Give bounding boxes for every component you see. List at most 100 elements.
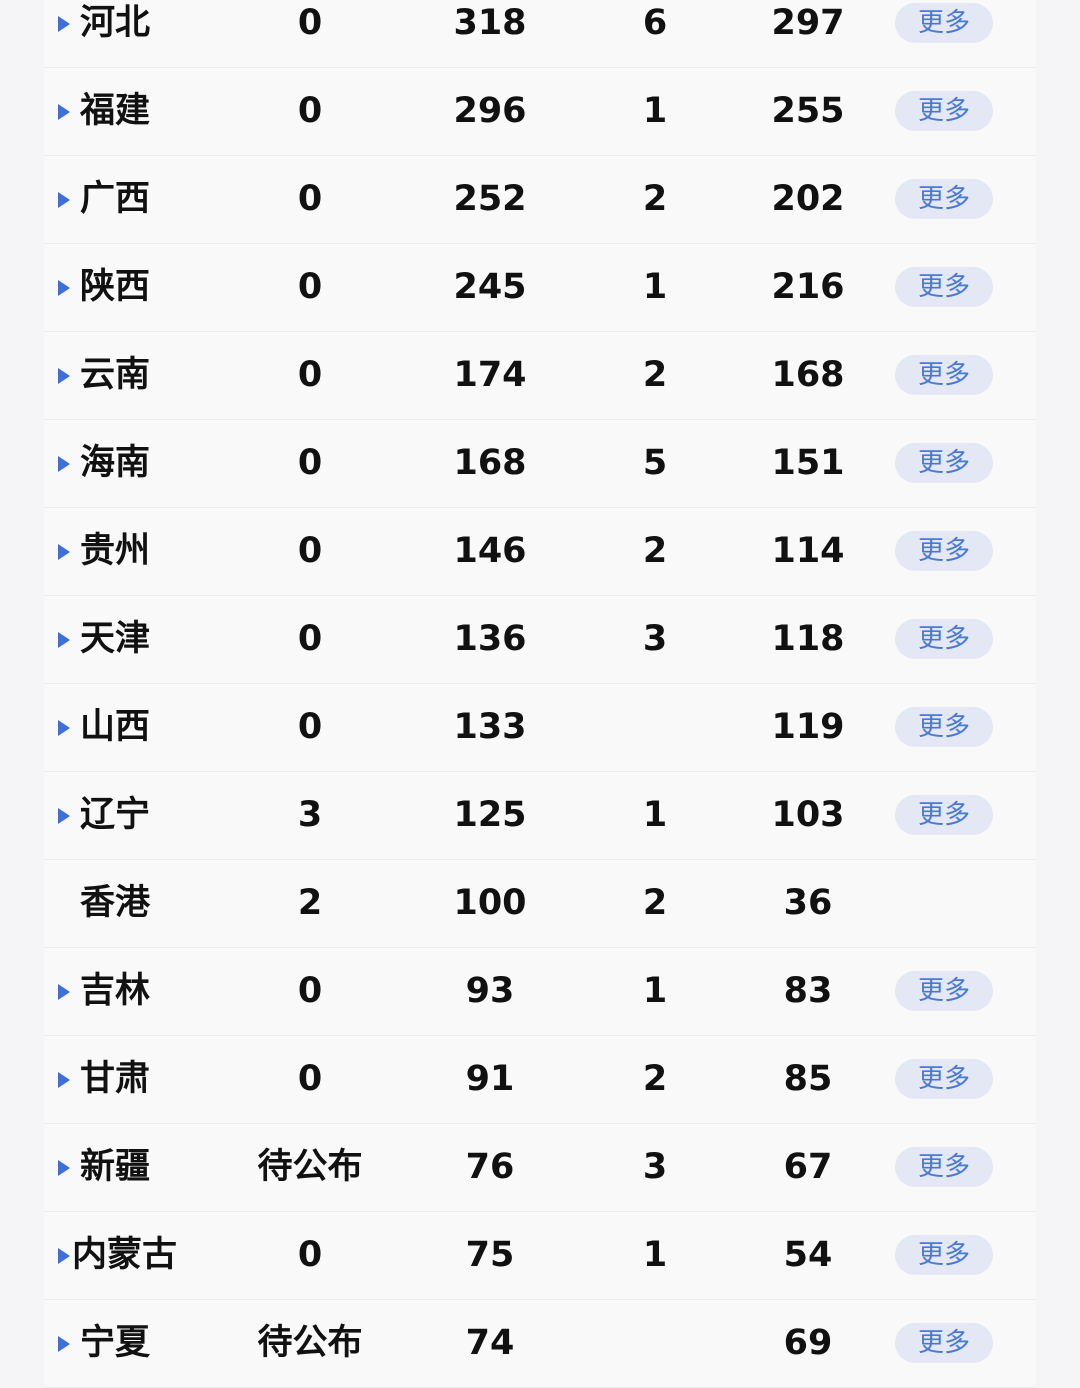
- expand-arrow-icon[interactable]: [58, 16, 70, 32]
- value-c4: 103: [771, 795, 845, 835]
- value-c4: 255: [771, 91, 845, 131]
- value-c3: 5: [642, 443, 668, 483]
- more-button[interactable]: 更多: [895, 179, 993, 219]
- value-c2: 146: [453, 531, 527, 571]
- expand-arrow-icon[interactable]: [58, 1336, 70, 1352]
- region-name: 天津: [80, 619, 151, 659]
- value-c3: 3: [642, 619, 668, 659]
- value-c3: 2: [642, 531, 668, 571]
- more-button[interactable]: 更多: [895, 91, 993, 131]
- value-c1: 待公布: [257, 1147, 363, 1187]
- more-button[interactable]: 更多: [895, 1323, 993, 1363]
- expand-arrow-icon[interactable]: [58, 368, 70, 384]
- table-row[interactable]: 天津 0 136 3 118 更多: [44, 596, 1036, 684]
- value-c4: 85: [783, 1059, 833, 1099]
- table-row[interactable]: 内蒙古 0 75 1 54 更多: [44, 1212, 1036, 1300]
- table-row[interactable]: 甘肃 0 91 2 85 更多: [44, 1036, 1036, 1124]
- table-row[interactable]: 吉林 0 93 1 83 更多: [44, 948, 1036, 1036]
- more-button[interactable]: 更多: [895, 1059, 993, 1099]
- expand-arrow-icon[interactable]: [58, 808, 70, 824]
- value-c2: 174: [453, 355, 527, 395]
- region-name: 新疆: [80, 1147, 151, 1187]
- value-c2: 76: [465, 1147, 515, 1187]
- value-c3: 2: [642, 883, 668, 923]
- value-c1: 0: [297, 1059, 323, 1099]
- more-button[interactable]: 更多: [895, 707, 993, 747]
- value-c1: 0: [297, 179, 323, 219]
- expand-arrow-icon[interactable]: [58, 280, 70, 296]
- value-c2: 91: [465, 1059, 515, 1099]
- expand-arrow-icon[interactable]: [58, 192, 70, 208]
- expand-arrow-icon[interactable]: [58, 544, 70, 560]
- value-c3: 2: [642, 355, 668, 395]
- more-button[interactable]: 更多: [895, 619, 993, 659]
- value-c2: 75: [465, 1235, 515, 1275]
- value-c4: 216: [771, 267, 845, 307]
- more-button[interactable]: 更多: [895, 443, 993, 483]
- table-row[interactable]: 山西 0 133 119 更多: [44, 684, 1036, 772]
- value-c4: 54: [783, 1235, 833, 1275]
- value-c1: 待公布: [257, 1323, 363, 1363]
- table-row[interactable]: 海南 0 168 5 151 更多: [44, 420, 1036, 508]
- value-c3: 2: [642, 179, 668, 219]
- more-button[interactable]: 更多: [895, 1147, 993, 1187]
- value-c2: 133: [453, 707, 527, 747]
- more-button[interactable]: 更多: [895, 355, 993, 395]
- value-c1: 0: [297, 267, 323, 307]
- region-name: 陕西: [80, 267, 151, 307]
- value-c1: 0: [297, 91, 323, 131]
- value-c4: 83: [783, 971, 833, 1011]
- region-name: 福建: [80, 91, 151, 131]
- table-row[interactable]: 云南 0 174 2 168 更多: [44, 332, 1036, 420]
- value-c4: 297: [771, 3, 845, 43]
- table-row[interactable]: 广西 0 252 2 202 更多: [44, 156, 1036, 244]
- expand-arrow-icon[interactable]: [58, 456, 70, 472]
- table-row[interactable]: 辽宁 3 125 1 103 更多: [44, 772, 1036, 860]
- value-c4: 67: [783, 1147, 833, 1187]
- table-row[interactable]: 福建 0 296 1 255 更多: [44, 68, 1036, 156]
- value-c4: 202: [771, 179, 845, 219]
- region-name: 河北: [80, 3, 151, 43]
- value-c2: 74: [465, 1323, 515, 1363]
- value-c4: 119: [771, 707, 845, 747]
- table-row[interactable]: 贵州 0 146 2 114 更多: [44, 508, 1036, 596]
- region-name: 云南: [80, 355, 151, 395]
- more-button[interactable]: 更多: [895, 3, 993, 43]
- more-button[interactable]: 更多: [895, 971, 993, 1011]
- region-name: 内蒙古: [72, 1235, 178, 1275]
- expand-arrow-icon[interactable]: [58, 720, 70, 736]
- expand-arrow-icon[interactable]: [58, 104, 70, 120]
- expand-arrow-icon[interactable]: [58, 1248, 70, 1264]
- value-c1: 0: [297, 3, 323, 43]
- more-button[interactable]: 更多: [895, 267, 993, 307]
- region-name: 甘肃: [80, 1059, 151, 1099]
- value-c2: 245: [453, 267, 527, 307]
- value-c1: 0: [297, 1235, 323, 1275]
- table-row[interactable]: 新疆 待公布 76 3 67 更多: [44, 1124, 1036, 1212]
- region-name: 吉林: [80, 971, 151, 1011]
- value-c2: 93: [465, 971, 515, 1011]
- more-button[interactable]: 更多: [895, 1235, 993, 1275]
- value-c3: [595, 1300, 715, 1387]
- value-c4: 36: [783, 883, 833, 923]
- value-c1: 0: [297, 355, 323, 395]
- value-c2: 168: [453, 443, 527, 483]
- expand-arrow-icon[interactable]: [58, 1160, 70, 1176]
- value-c4: 118: [771, 619, 845, 659]
- value-c4: 69: [783, 1323, 833, 1363]
- expand-arrow-icon[interactable]: [58, 1072, 70, 1088]
- table-row[interactable]: 宁夏 待公布 74 69 更多: [44, 1300, 1036, 1388]
- value-c2: 136: [453, 619, 527, 659]
- more-button[interactable]: 更多: [895, 795, 993, 835]
- value-c3: 1: [642, 1235, 668, 1275]
- table-row[interactable]: 河北 0 318 6 297 更多: [44, 0, 1036, 68]
- expand-arrow-icon[interactable]: [58, 984, 70, 1000]
- region-name: 山西: [80, 707, 151, 747]
- expand-arrow-icon[interactable]: [58, 632, 70, 648]
- value-c1: 2: [297, 883, 323, 923]
- value-c3: 1: [642, 267, 668, 307]
- value-c1: 3: [297, 795, 323, 835]
- more-button[interactable]: 更多: [895, 531, 993, 571]
- table-row[interactable]: 陕西 0 245 1 216 更多: [44, 244, 1036, 332]
- value-c4: 168: [771, 355, 845, 395]
